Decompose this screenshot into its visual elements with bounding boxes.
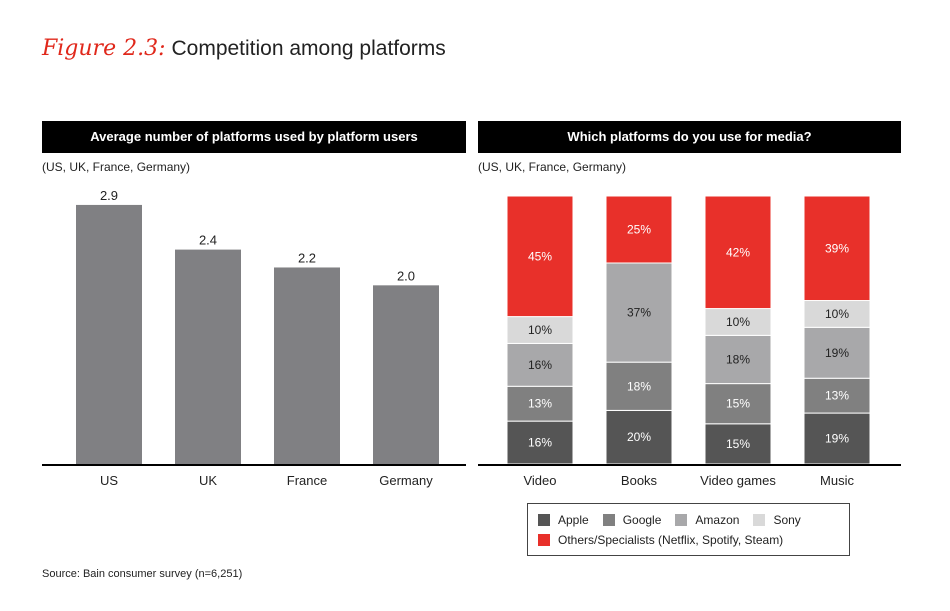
category-label-video-games: Video games: [700, 473, 776, 488]
segment-music-others-specialists: [803, 195, 871, 302]
segment-video-games-sony: [704, 308, 772, 336]
figure-subtitle: Competition among platforms: [171, 37, 446, 60]
segment-label-books-apple: 20%: [627, 430, 651, 444]
legend-swatch-amazon: [675, 514, 688, 526]
segment-music-apple: [803, 412, 871, 465]
category-label-france: France: [287, 473, 327, 488]
legend-label-amazon: Amazon: [695, 513, 740, 527]
category-label-video: Video: [523, 473, 556, 488]
segment-label-books-google: 18%: [627, 379, 651, 393]
legend-item-others: Others/Specialists (Netflix, Spotify, St…: [538, 533, 783, 547]
legend-item-sony: Sony: [753, 513, 801, 527]
category-label-germany: Germany: [379, 473, 433, 488]
segment-label-video-sony: 10%: [528, 323, 552, 337]
legend-swatch-apple: [538, 514, 550, 526]
segment-label-video-games-google: 15%: [726, 397, 750, 411]
legend-swatch-sony: [753, 514, 766, 526]
chart-legend: Apple Google Amazon Sony Others/Speciali…: [527, 503, 850, 556]
segment-label-video-games-others-specialists: 42%: [726, 245, 750, 259]
legend-swatch-others: [538, 534, 550, 546]
segment-video-games-apple: [704, 423, 772, 465]
platform-count-bar-chart: 2.9 US 2.4 UK 2.2 France 2.0 Germany: [42, 188, 466, 488]
legend-label-sony: Sony: [773, 513, 801, 527]
legend-item-google: Google: [602, 513, 662, 527]
bar-france: [274, 267, 340, 464]
segment-label-music-amazon: 19%: [825, 346, 849, 360]
segment-label-video-others-specialists: 45%: [528, 249, 552, 263]
segment-books-others-specialists: [605, 195, 673, 264]
segment-books-amazon: [605, 262, 673, 363]
segment-label-video-games-amazon: 18%: [726, 352, 750, 366]
segment-label-video-apple: 16%: [528, 436, 552, 450]
segment-video-sony: [506, 316, 574, 344]
figure-title: Figure 2.3: Competition among platforms: [42, 36, 446, 61]
left-panel-note: (US, UK, France, Germany): [42, 160, 191, 174]
legend-item-apple: Apple: [538, 513, 589, 527]
source-note: Source: Bain consumer survey (n=6,251): [42, 568, 243, 580]
right-panel-note: (US, UK, France, Germany): [478, 160, 627, 174]
segment-video-games-others-specialists: [704, 195, 772, 310]
segment-video-games-google: [704, 383, 772, 425]
segment-video-others-specialists: [506, 195, 574, 318]
segment-label-music-others-specialists: 39%: [825, 241, 849, 255]
value-label-us: 2.9: [100, 188, 118, 203]
segment-video-google: [506, 385, 574, 422]
figure-label: Figure 2.3:: [42, 36, 166, 61]
category-label-uk: UK: [199, 473, 217, 488]
left-panel-header: Average number of platforms used by plat…: [42, 121, 466, 153]
category-label-us: US: [100, 473, 118, 488]
value-label-germany: 2.0: [397, 268, 415, 283]
segment-video-games-amazon: [704, 334, 772, 385]
segment-label-music-sony: 10%: [825, 307, 849, 321]
segment-label-music-google: 13%: [825, 389, 849, 403]
category-label-books: Books: [621, 473, 658, 488]
legend-row-1: Apple Google Amazon Sony: [538, 510, 839, 530]
segment-music-google: [803, 377, 871, 414]
right-panel-header: Which platforms do you use for media?: [478, 121, 901, 153]
value-label-uk: 2.4: [199, 233, 217, 248]
legend-item-amazon: Amazon: [675, 513, 739, 527]
segment-music-sony: [803, 300, 871, 328]
media-platform-stacked-chart: 16% 13% 16% 10% 45% Video 20% 18% 37% 25% Books 15%…: [478, 195, 901, 488]
legend-row-2: Others/Specialists (Netflix, Spotify, St…: [538, 530, 839, 550]
segment-label-books-others-specialists: 25%: [627, 223, 651, 237]
segment-books-apple: [605, 409, 673, 465]
segment-music-amazon: [803, 326, 871, 379]
segment-label-video-amazon: 16%: [528, 358, 552, 372]
value-label-france: 2.2: [298, 250, 316, 265]
segment-label-music-apple: 19%: [825, 432, 849, 446]
legend-label-others: Others/Specialists (Netflix, Spotify, St…: [558, 533, 784, 547]
bar-us: [76, 204, 142, 464]
segment-label-video-games-apple: 15%: [726, 437, 750, 451]
segment-label-video-google: 13%: [528, 397, 552, 411]
bar-germany: [373, 285, 439, 464]
category-label-music: Music: [820, 473, 854, 488]
segment-label-video-games-sony: 10%: [726, 315, 750, 329]
legend-label-google: Google: [622, 513, 662, 527]
legend-label-apple: Apple: [558, 513, 589, 527]
legend-swatch-google: [602, 514, 615, 526]
segment-books-google: [605, 361, 673, 411]
bar-uk: [175, 249, 241, 464]
segment-label-books-amazon: 37%: [627, 306, 651, 320]
